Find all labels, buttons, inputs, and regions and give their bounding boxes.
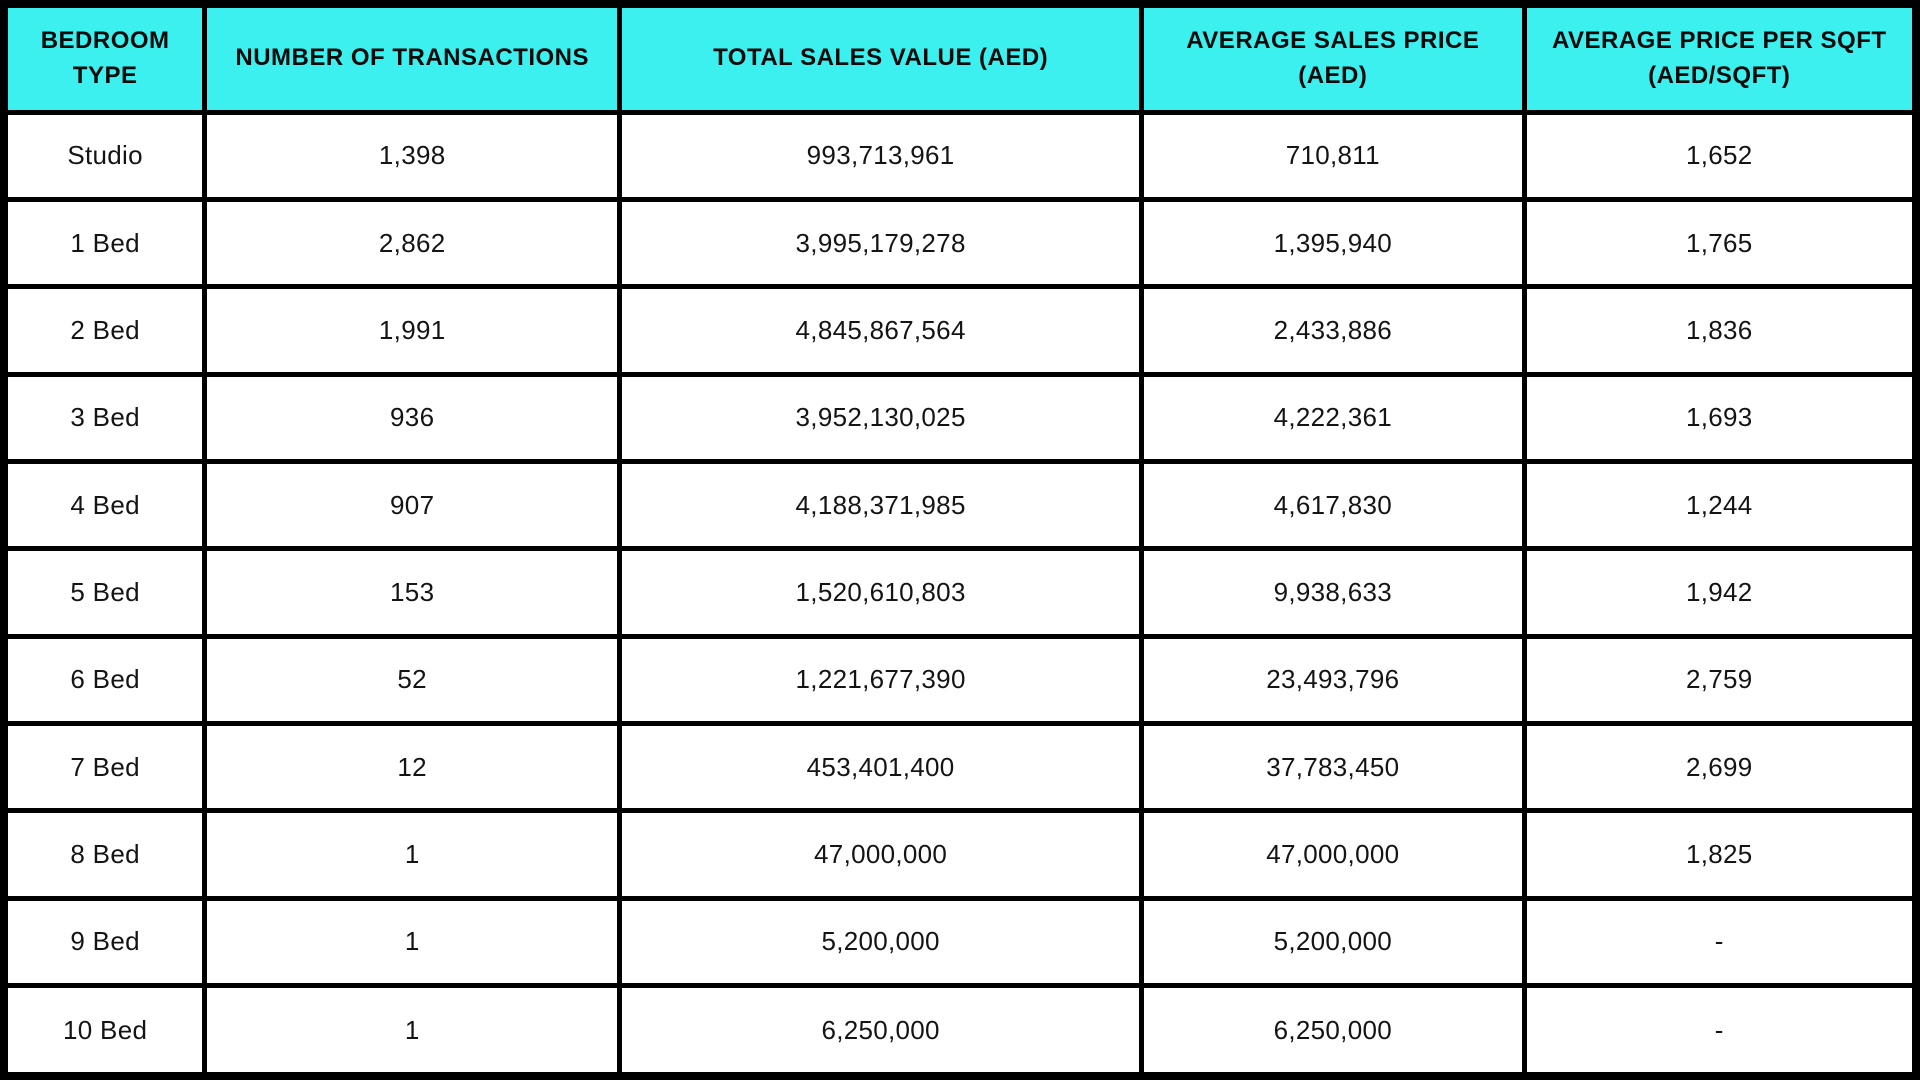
value-cell: 1,825 xyxy=(1521,808,1919,901)
row-label-cell: 10 Bed xyxy=(1,983,208,1079)
row-label-cell: 5 Bed xyxy=(1,546,208,639)
value-cell: 1,765 xyxy=(1521,196,1919,290)
table-row: 2 Bed 1,991 4,845,867,564 2,433,886 1,836 xyxy=(1,284,1919,377)
value-cell: 4,617,830 xyxy=(1139,458,1527,552)
value-cell: 1,221,677,390 xyxy=(617,633,1145,727)
value-cell: 2,433,886 xyxy=(1139,284,1527,377)
row-label-cell: 9 Bed xyxy=(1,895,208,989)
row-label-cell: 2 Bed xyxy=(1,284,208,377)
value-cell: 1,836 xyxy=(1521,284,1919,377)
row-label-cell: 8 Bed xyxy=(1,808,208,901)
value-cell: 1,520,610,803 xyxy=(617,546,1145,639)
value-cell: 1,991 xyxy=(202,284,623,377)
table-row: 1 Bed 2,862 3,995,179,278 1,395,940 1,765 xyxy=(1,196,1919,290)
value-cell: 9,938,633 xyxy=(1139,546,1527,639)
value-cell: 936 xyxy=(202,371,623,464)
column-header: AVERAGE SALES PRICE (AED) xyxy=(1139,1,1527,115)
value-cell: 5,200,000 xyxy=(1139,895,1527,989)
value-cell: - xyxy=(1521,983,1919,1079)
value-cell: - xyxy=(1521,895,1919,989)
value-cell: 1 xyxy=(202,808,623,901)
value-cell: 907 xyxy=(202,458,623,552)
table-row: Studio 1,398 993,713,961 710,811 1,652 xyxy=(1,109,1919,202)
value-cell: 37,783,450 xyxy=(1139,721,1527,814)
value-cell: 1,942 xyxy=(1521,546,1919,639)
value-cell: 6,250,000 xyxy=(617,983,1145,1079)
value-cell: 52 xyxy=(202,633,623,727)
header-row: BEDROOM TYPE NUMBER OF TRANSACTIONS TOTAL … xyxy=(1,1,1919,115)
value-cell: 1 xyxy=(202,895,623,989)
table-row: 4 Bed 907 4,188,371,985 4,617,830 1,244 xyxy=(1,458,1919,552)
value-cell: 47,000,000 xyxy=(617,808,1145,901)
table-row: 10 Bed 1 6,250,000 6,250,000- xyxy=(1,983,1919,1079)
value-cell: 4,222,361 xyxy=(1139,371,1527,464)
value-cell: 993,713,961 xyxy=(617,109,1145,202)
column-header: AVERAGE PRICE PER SQFT (AED/SQFT) xyxy=(1521,1,1919,115)
value-cell: 1,395,940 xyxy=(1139,196,1527,290)
row-label-cell: 3 Bed xyxy=(1,371,208,464)
value-cell: 23,493,796 xyxy=(1139,633,1527,727)
table-row: 6 Bed 52 1,221,677,390 23,493,796 2,759 xyxy=(1,633,1919,727)
column-header: NUMBER OF TRANSACTIONS xyxy=(202,1,623,115)
value-cell: 1 xyxy=(202,983,623,1079)
value-cell: 47,000,000 xyxy=(1139,808,1527,901)
table-row: 8 Bed 1 47,000,000 47,000,000 1,825 xyxy=(1,808,1919,901)
value-cell: 6,250,000 xyxy=(1139,983,1527,1079)
value-cell: 1,693 xyxy=(1521,371,1919,464)
value-cell: 153 xyxy=(202,546,623,639)
value-cell: 3,952,130,025 xyxy=(617,371,1145,464)
row-label-cell: 1 Bed xyxy=(1,196,208,290)
value-cell: 2,699 xyxy=(1521,721,1919,814)
value-cell: 5,200,000 xyxy=(617,895,1145,989)
row-label-cell: Studio xyxy=(1,109,208,202)
value-cell: 2,759 xyxy=(1521,633,1919,727)
table-row: 7 Bed 12 453,401,400 37,783,450 2,699 xyxy=(1,721,1919,814)
table-row: 3 Bed 936 3,952,130,025 4,222,361 1,693 xyxy=(1,371,1919,464)
value-cell: 710,811 xyxy=(1139,109,1527,202)
value-cell: 4,845,867,564 xyxy=(617,284,1145,377)
value-cell: 12 xyxy=(202,721,623,814)
value-cell: 1,398 xyxy=(202,109,623,202)
table-row: 9 Bed 1 5,200,000 5,200,000- xyxy=(1,895,1919,989)
value-cell: 1,244 xyxy=(1521,458,1919,552)
column-header: BEDROOM TYPE xyxy=(1,1,208,115)
table-body: Studio 1,398 993,713,961 710,811 1,652 1 Bed 2… xyxy=(1,109,1919,1079)
row-label-cell: 6 Bed xyxy=(1,633,208,727)
value-cell: 453,401,400 xyxy=(617,721,1145,814)
column-header: TOTAL SALES VALUE (AED) xyxy=(617,1,1145,115)
row-label-cell: 7 Bed xyxy=(1,721,208,814)
value-cell: 1,652 xyxy=(1521,109,1919,202)
value-cell: 2,862 xyxy=(202,196,623,290)
table-row: 5 Bed 153 1,520,610,803 9,938,633 1,942 xyxy=(1,546,1919,639)
value-cell: 4,188,371,985 xyxy=(617,458,1145,552)
value-cell: 3,995,179,278 xyxy=(617,196,1145,290)
row-label-cell: 4 Bed xyxy=(1,458,208,552)
